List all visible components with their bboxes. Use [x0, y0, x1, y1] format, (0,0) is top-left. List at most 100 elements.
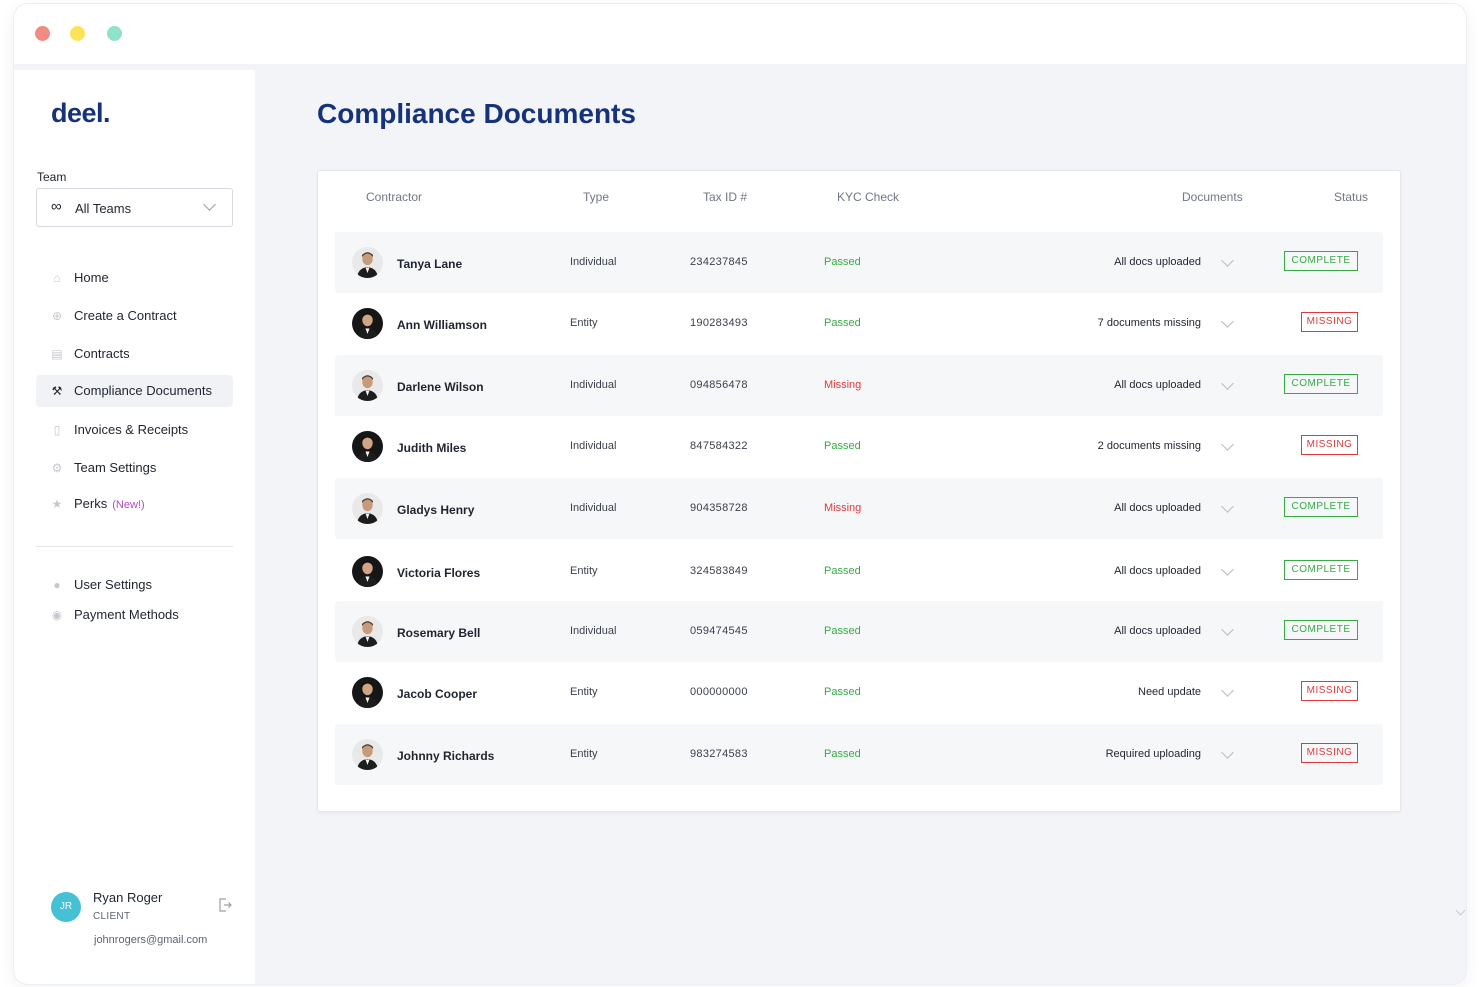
- close-window-dot[interactable]: [35, 26, 50, 41]
- contractor-name[interactable]: Johnny Richards: [397, 749, 495, 763]
- zoom-window-dot[interactable]: [107, 26, 122, 41]
- contractor-name[interactable]: Jacob Cooper: [397, 687, 478, 701]
- contractor-type: Individual: [570, 256, 617, 268]
- tax-id: 190283493: [690, 317, 748, 329]
- contractor-name[interactable]: Darlene Wilson: [397, 380, 484, 394]
- status-badge: COMPLETE: [1284, 620, 1358, 640]
- table-row[interactable]: Judith Miles Individual 847584322 Passed 2 d…: [335, 416, 1383, 477]
- avatar: [352, 556, 383, 587]
- perks-label: Perks: [74, 496, 108, 511]
- documents-status: Need update: [1138, 686, 1201, 698]
- tax-id: 904358728: [690, 502, 748, 514]
- tax-id: 059474545: [690, 625, 748, 637]
- tax-id: 094856478: [690, 379, 748, 391]
- sidebar-item-contracts[interactable]: ▤ Contracts: [36, 338, 233, 370]
- tax-id: 983274583: [690, 748, 748, 760]
- deel-logo[interactable]: deel.: [51, 98, 111, 128]
- minimize-window-dot[interactable]: [70, 26, 85, 41]
- contractor-name[interactable]: Rosemary Bell: [397, 626, 481, 640]
- chevron-down-icon[interactable]: [1221, 438, 1234, 451]
- logout-icon[interactable]: [218, 898, 232, 912]
- table-row[interactable]: Rosemary Bell Individual 059474545 Passed Al…: [335, 601, 1383, 662]
- avatar: [352, 739, 383, 770]
- table-row[interactable]: Victoria Flores Entity 324583849 Passed All …: [335, 541, 1383, 602]
- sidebar-item-payment-methods[interactable]: ◉ Payment Methods: [36, 599, 233, 631]
- sidebar-item-perks[interactable]: ★ Perks (New!): [36, 488, 233, 520]
- new-badge: (New!): [112, 499, 145, 511]
- sidebar-item-label: Team Settings: [74, 460, 157, 475]
- documents-status: All docs uploaded: [1114, 565, 1201, 577]
- documents-status: Required uploading: [1105, 748, 1201, 760]
- sidebar-item-team-settings[interactable]: ⚙ Team Settings: [36, 452, 233, 484]
- contractor-name[interactable]: Victoria Flores: [397, 566, 481, 580]
- sidebar-item-invoices-receipts[interactable]: ▯ Invoices & Receipts: [36, 414, 233, 446]
- kyc-status: Passed: [824, 748, 861, 760]
- team-select[interactable]: ∞ All Teams: [36, 188, 233, 227]
- avatar: [352, 431, 383, 462]
- contractor-type: Entity: [570, 565, 598, 577]
- column-header-documents[interactable]: Documents: [1182, 190, 1243, 204]
- sidebar-divider: [36, 546, 233, 547]
- contractor-name[interactable]: Tanya Lane: [397, 257, 463, 271]
- contractor-type: Individual: [570, 440, 617, 452]
- chevron-down-icon[interactable]: [1221, 500, 1234, 513]
- column-header-kyc-check[interactable]: KYC Check: [837, 190, 900, 204]
- avatar[interactable]: JR: [51, 892, 81, 922]
- user-name: Ryan Roger: [93, 890, 163, 905]
- status-badge: MISSING: [1301, 312, 1358, 332]
- table-row[interactable]: Johnny Richards Entity 983274583 Passed Requ…: [335, 724, 1383, 785]
- kyc-status: Passed: [824, 565, 861, 577]
- documents-status: 2 documents missing: [1097, 440, 1201, 452]
- chevron-down-icon[interactable]: [1221, 684, 1234, 697]
- chevron-down-icon[interactable]: [1221, 623, 1234, 636]
- column-header-status[interactable]: Status: [1334, 190, 1369, 204]
- tax-id: 324583849: [690, 565, 748, 577]
- table-row[interactable]: Darlene Wilson Individual 094856478 Missing…: [335, 355, 1383, 416]
- contractor-name[interactable]: Ann Williamson: [397, 318, 487, 332]
- contractor-name[interactable]: Judith Miles: [397, 441, 467, 455]
- payment-icon: ◉: [51, 608, 63, 622]
- status-badge: MISSING: [1301, 435, 1358, 455]
- kyc-status: Passed: [824, 317, 861, 329]
- home-icon: ⌂: [53, 271, 61, 285]
- contractor-type: Individual: [570, 502, 617, 514]
- infinity-icon: ∞: [51, 198, 62, 215]
- kyc-status: Passed: [824, 440, 861, 452]
- receipt-icon: ▯: [53, 423, 61, 437]
- column-header-contractor[interactable]: Contractor: [366, 190, 423, 204]
- team-select-value: All Teams: [75, 201, 132, 216]
- status-badge: MISSING: [1301, 743, 1358, 763]
- chevron-down-icon[interactable]: [1221, 563, 1234, 576]
- user-email: johnrogers@gmail.com: [94, 934, 208, 946]
- contractor-type: Entity: [570, 317, 598, 329]
- sidebar-item-user-settings[interactable]: ● User Settings: [36, 569, 233, 601]
- status-badge: COMPLETE: [1284, 560, 1358, 580]
- chevron-down-icon[interactable]: [1221, 254, 1234, 267]
- column-header-tax-id[interactable]: Tax ID #: [703, 190, 748, 204]
- kyc-status: Passed: [824, 256, 861, 268]
- sidebar-item-label: Contracts: [74, 346, 130, 361]
- table-row[interactable]: Tanya Lane Individual 234237845 Passed All d…: [335, 232, 1383, 293]
- avatar: [352, 308, 383, 339]
- sidebar-item-label: Perks (New!): [74, 496, 145, 511]
- user-icon: ●: [53, 578, 61, 592]
- sidebar-item-home[interactable]: ⌂ Home: [36, 262, 233, 294]
- documents-status: 7 documents missing: [1097, 317, 1201, 329]
- contractor-name[interactable]: Gladys Henry: [397, 503, 475, 517]
- sidebar-item-label: Payment Methods: [74, 607, 179, 622]
- chevron-down-icon[interactable]: [1221, 315, 1234, 328]
- sidebar-item-compliance-documents[interactable]: ⚒ Compliance Documents: [36, 375, 233, 407]
- sidebar-item-label: Create a Contract: [74, 308, 177, 323]
- gavel-icon: ⚒: [51, 384, 63, 398]
- gear-icon: ⚙: [51, 461, 63, 475]
- sidebar-item-create-contract[interactable]: ⊕ Create a Contract: [36, 300, 233, 332]
- column-header-type[interactable]: Type: [583, 190, 610, 204]
- table-row[interactable]: Jacob Cooper Entity 000000000 Passed Need up…: [335, 662, 1383, 723]
- table-row[interactable]: Ann Williamson Entity 190283493 Passed 7 doc…: [335, 293, 1383, 354]
- kyc-status: Passed: [824, 625, 861, 637]
- table-row[interactable]: Gladys Henry Individual 904358728 Missing Al…: [335, 478, 1383, 539]
- tax-id: 000000000: [690, 686, 748, 698]
- chevron-down-icon[interactable]: [1221, 377, 1234, 390]
- team-label: Team: [37, 170, 67, 184]
- chevron-down-icon[interactable]: [1221, 746, 1234, 759]
